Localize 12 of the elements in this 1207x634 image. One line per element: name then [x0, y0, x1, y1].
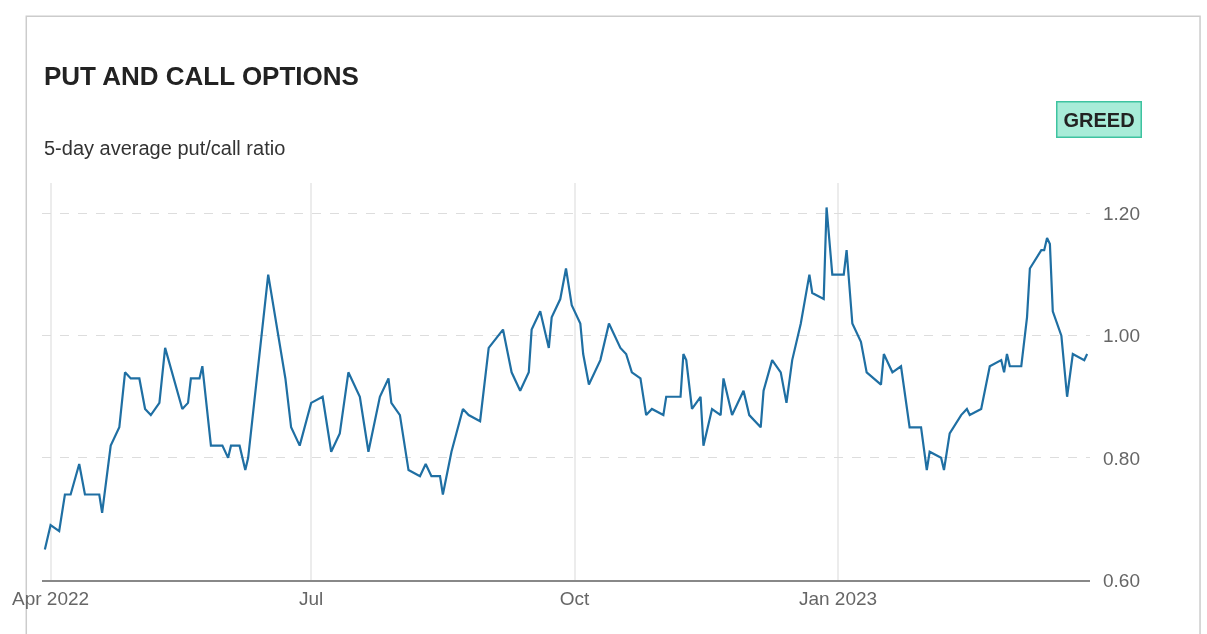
- chart-title: PUT AND CALL OPTIONS: [44, 61, 359, 91]
- x-tick-label: Oct: [559, 587, 591, 609]
- x-tick-label: Jan 2023: [798, 587, 878, 609]
- x-tick-label: Apr 2022: [12, 587, 90, 609]
- chart-subtitle: 5-day average put/call ratio: [44, 137, 286, 159]
- text: GREED: [1063, 108, 1135, 131]
- y-tick-label: 1.20: [1103, 203, 1140, 225]
- line-series: [43, 206, 1089, 551]
- y-tick-label: 1.00: [1103, 325, 1140, 347]
- x-tick-label: Jul: [299, 587, 324, 609]
- y-tick-label: 0.60: [1103, 569, 1140, 591]
- y-tick-label: 0.80: [1103, 447, 1140, 469]
